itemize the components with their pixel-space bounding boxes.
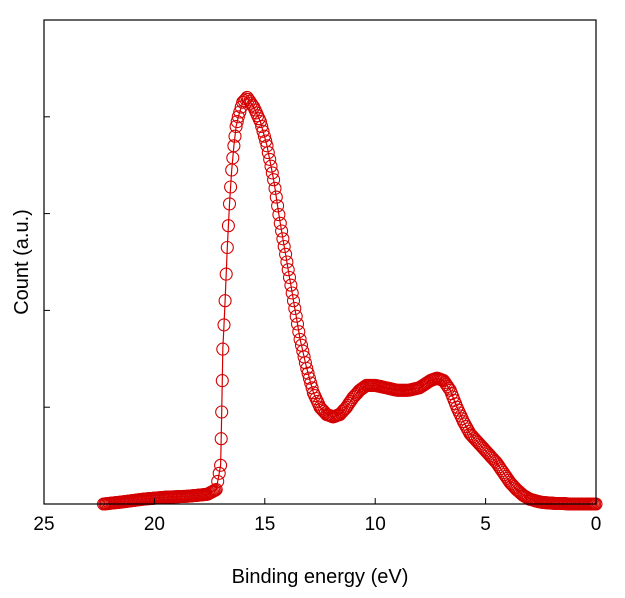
data-point [227, 139, 241, 153]
data-point [304, 376, 318, 390]
data-point [284, 278, 298, 292]
data-point [214, 432, 228, 446]
data-point [275, 224, 289, 238]
data-point [269, 190, 283, 204]
data-point [277, 239, 291, 254]
data-point [279, 247, 293, 261]
data-point [231, 110, 245, 124]
data-point [215, 405, 229, 419]
data-point [301, 366, 315, 380]
x-tick-label: 5 [480, 514, 491, 535]
data-point [286, 294, 301, 308]
data-point [233, 105, 247, 119]
data-point [236, 95, 250, 109]
data-point [264, 159, 278, 173]
data-point [209, 482, 223, 497]
data-point [207, 484, 221, 498]
x-tick-label: 0 [591, 514, 602, 535]
data-point [221, 219, 235, 233]
data-point [289, 309, 303, 323]
data-point [263, 152, 277, 166]
x-tick-label: 20 [144, 514, 165, 535]
data-point [300, 361, 314, 376]
data-point [229, 119, 243, 134]
data-point [261, 146, 275, 160]
data-point [452, 406, 467, 420]
data-layer [97, 90, 603, 511]
data-point [288, 301, 302, 316]
data-point [257, 129, 271, 143]
data-point [220, 240, 234, 255]
data-point [280, 255, 294, 269]
data-point [273, 216, 287, 230]
data-point [276, 232, 290, 246]
data-point [256, 124, 270, 138]
tick-layer: 25 20 15 10 5 0 [33, 116, 602, 535]
data-point [298, 356, 312, 370]
plot-frame [43, 19, 597, 505]
data-point [265, 166, 279, 180]
data-point [281, 263, 295, 277]
y-axis-title: Count (a.u.) [11, 209, 33, 315]
data-point [208, 483, 222, 497]
data-point [211, 474, 225, 488]
data-point [224, 180, 238, 194]
data-point [255, 119, 269, 134]
data-point [212, 466, 226, 480]
data-point [219, 267, 233, 281]
data-point [230, 115, 244, 129]
x-tick-label: 25 [33, 514, 54, 535]
data-point [267, 173, 281, 187]
data-point [271, 199, 285, 213]
data-point [222, 197, 237, 211]
x-axis-title: Binding energy (eV) [232, 566, 409, 588]
data-point [216, 342, 230, 356]
data-point [260, 139, 274, 153]
data-point [217, 318, 231, 332]
data-point [302, 371, 316, 385]
data-point [253, 115, 267, 129]
data-point [285, 286, 299, 300]
data-point [215, 374, 229, 388]
x-tick-label: 10 [365, 514, 386, 535]
series-line [103, 96, 596, 505]
data-point [487, 453, 501, 467]
data-point [292, 325, 306, 339]
x-tick-label: 15 [254, 514, 275, 535]
data-point [290, 317, 305, 331]
data-point [272, 208, 286, 222]
data-point [214, 458, 228, 472]
data-point [205, 485, 219, 499]
data-point [337, 403, 351, 417]
data-point [282, 270, 297, 285]
data-point [441, 379, 455, 393]
data-point [228, 129, 242, 143]
data-point [309, 391, 323, 406]
data-point [218, 294, 232, 308]
data-point [268, 181, 282, 195]
